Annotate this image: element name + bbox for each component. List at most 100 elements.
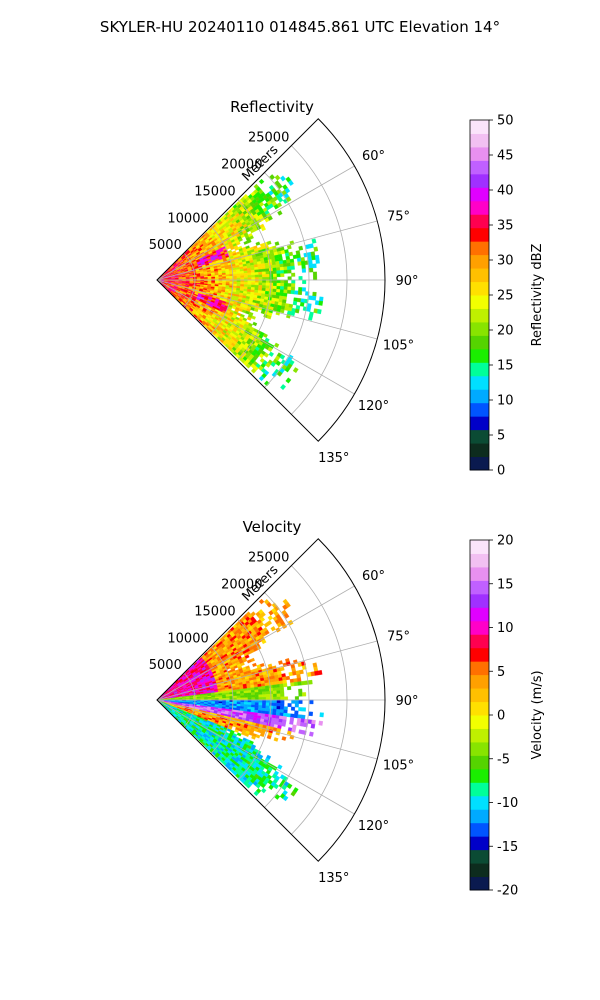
- colorbar-swatch: [470, 688, 489, 703]
- colorbar-swatch: [470, 741, 489, 756]
- colorbar-tick-label: 20: [497, 324, 514, 339]
- azimuth-spoke: [156, 165, 355, 281]
- azimuth-tick-label: 105°: [383, 339, 414, 354]
- azimuth-tick-label: 60°: [362, 149, 385, 164]
- radial-tick-label: 15000: [194, 184, 235, 199]
- colorbar-tick-label: 15: [497, 359, 514, 374]
- colorbar-swatch: [470, 795, 489, 810]
- colorbar-swatch: [470, 836, 489, 851]
- azimuth-tick-label: 90°: [395, 274, 418, 289]
- colorbar-swatch: [470, 715, 489, 729]
- colorbar-tick-label: 0: [497, 709, 505, 724]
- colorbar-swatch: [470, 620, 489, 635]
- radial-tick-label: 5000: [149, 658, 182, 673]
- colorbar-swatch: [470, 661, 489, 676]
- colorbar-swatch: [470, 173, 489, 188]
- colorbar-swatch: [470, 133, 489, 148]
- colorbar: -20 -15 -10 -5 0 5 10 15 20 Velocity (m/s): [469, 534, 545, 899]
- azimuth-spoke: [156, 699, 355, 815]
- colorbar-swatch: [470, 863, 489, 878]
- sector-frame: [156, 118, 386, 442]
- radial-tick-label: 15000: [194, 604, 235, 619]
- colorbar-swatch: [470, 701, 489, 716]
- colorbar-swatch: [470, 782, 489, 797]
- azimuth-tick-label: 135°: [318, 871, 349, 886]
- colorbar-swatch: [470, 281, 489, 296]
- colorbar-swatch: [470, 402, 489, 417]
- azimuth-spoke: [156, 699, 378, 760]
- azimuth-tick-label: 75°: [387, 629, 410, 644]
- colorbar-swatch: [470, 728, 489, 743]
- azimuth-spoke: [156, 585, 355, 701]
- panel-title: Velocity: [243, 518, 302, 536]
- colorbar-swatch: [470, 268, 489, 283]
- radial-tick-label: 20000: [221, 578, 262, 593]
- colorbar-tick-label: 15: [497, 577, 514, 592]
- colorbar-swatch: [470, 321, 489, 336]
- colorbar-swatch: [470, 416, 489, 431]
- colorbar: 0 5 10 15 20 25 30 35 40 45 50 Reflectivity dBZ: [469, 114, 545, 479]
- azimuth-tick-label: 105°: [383, 759, 414, 774]
- colorbar-swatch: [470, 849, 489, 864]
- colorbar-tick-label: 50: [497, 114, 514, 129]
- colorbar-swatch: [470, 593, 489, 608]
- colorbar-tick-label: 45: [497, 149, 514, 164]
- colorbar-swatch: [470, 389, 489, 404]
- azimuth-tick-label: 120°: [358, 399, 389, 414]
- colorbar-swatch: [470, 308, 489, 323]
- polar-grid: [156, 145, 385, 415]
- colorbar-swatch: [470, 822, 489, 837]
- colorbar-swatch: [470, 634, 489, 649]
- figure-title: SKYLER-HU 20240110 014845.861 UTC Elevat…: [100, 18, 500, 36]
- colorbar-swatch: [470, 214, 489, 229]
- panel-title: Reflectivity: [230, 98, 314, 116]
- colorbar-tick-label: 10: [497, 621, 514, 636]
- colorbar-tick-label: 35: [497, 219, 514, 234]
- colorbar-swatch: [470, 553, 489, 568]
- colorbar-swatch: [470, 540, 489, 554]
- colorbar-swatch: [470, 348, 489, 363]
- panel-0: Reflectivity500010000150002000025000Mete…: [149, 98, 545, 479]
- colorbar-swatch: [470, 187, 489, 202]
- colorbar-swatch: [470, 809, 489, 824]
- colorbar-swatch: [470, 295, 489, 309]
- azimuth-tick-label: 60°: [362, 569, 385, 584]
- radial-tick-label: 20000: [221, 158, 262, 173]
- colorbar-tick-label: 5: [497, 665, 505, 680]
- colorbar-label: Reflectivity dBZ: [530, 244, 545, 347]
- colorbar-swatch: [470, 200, 489, 215]
- colorbar-swatch: [470, 607, 489, 622]
- radial-tick-label: 5000: [149, 238, 182, 253]
- azimuth-spoke: [156, 640, 378, 701]
- colorbar-tick-label: 40: [497, 184, 514, 199]
- colorbar-swatch: [470, 254, 489, 269]
- colorbar-swatch: [470, 768, 489, 783]
- colorbar-swatch: [470, 362, 489, 377]
- colorbar-tick-label: 20: [497, 534, 514, 549]
- colorbar-swatch: [470, 146, 489, 161]
- colorbar-tick-label: 5: [497, 429, 505, 444]
- colorbar-swatch: [470, 227, 489, 242]
- radial-tick-label: 25000: [248, 551, 289, 566]
- colorbar-tick-label: -20: [497, 884, 518, 899]
- azimuth-spoke: [156, 220, 378, 281]
- colorbar-swatch: [470, 647, 489, 662]
- polar-grid: [156, 565, 385, 835]
- colorbar-tick-label: 30: [497, 254, 514, 269]
- azimuth-tick-label: 75°: [387, 209, 410, 224]
- azimuth-tick-label: 135°: [318, 451, 349, 466]
- colorbar-swatch: [470, 120, 489, 134]
- colorbar-tick-label: -10: [497, 796, 518, 811]
- colorbar-swatch: [470, 443, 489, 458]
- colorbar-swatch: [470, 674, 489, 689]
- colorbar-swatch: [470, 335, 489, 350]
- colorbar-swatch: [470, 160, 489, 175]
- colorbar-swatch: [470, 580, 489, 595]
- colorbar-tick-label: 25: [497, 289, 514, 304]
- colorbar-tick-label: -5: [497, 752, 510, 767]
- colorbar-label: Velocity (m/s): [530, 670, 545, 759]
- colorbar-swatch: [470, 241, 489, 256]
- colorbar-tick-label: -15: [497, 840, 518, 855]
